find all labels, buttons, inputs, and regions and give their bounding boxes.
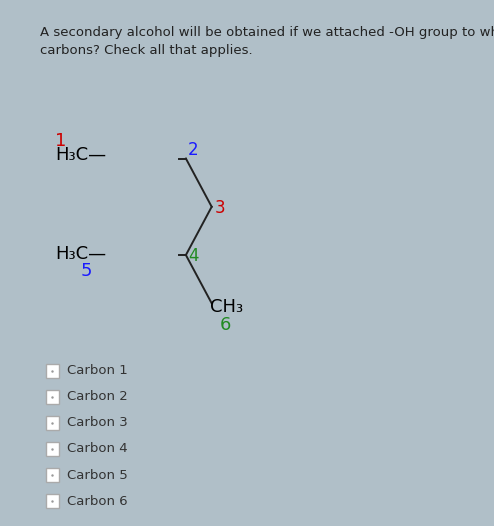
Text: Carbon 2: Carbon 2 [67, 390, 127, 403]
Bar [45, 416, 59, 430]
Text: H₃C—: H₃C— [55, 245, 106, 264]
Text: 5: 5 [81, 262, 92, 280]
Bar [45, 468, 59, 482]
Text: 3: 3 [214, 199, 225, 217]
Text: 6: 6 [219, 316, 231, 334]
Text: Carbon 3: Carbon 3 [67, 417, 127, 429]
Text: A secondary alcohol will be obtained if we attached -OH group to which
carbons? : A secondary alcohol will be obtained if … [40, 26, 494, 57]
Bar [45, 390, 59, 403]
Text: Carbon 1: Carbon 1 [67, 365, 127, 377]
Bar [45, 494, 59, 508]
Text: CH₃: CH₃ [210, 298, 243, 317]
Bar [45, 364, 59, 378]
Text: Carbon 5: Carbon 5 [67, 469, 127, 481]
Text: 2: 2 [188, 141, 199, 159]
Text: H₃C—: H₃C— [55, 146, 106, 164]
Text: Carbon 4: Carbon 4 [67, 442, 127, 456]
Text: Carbon 6: Carbon 6 [67, 494, 127, 508]
Bar [45, 442, 59, 456]
Text: 1: 1 [55, 133, 66, 150]
Text: 4: 4 [188, 247, 198, 265]
